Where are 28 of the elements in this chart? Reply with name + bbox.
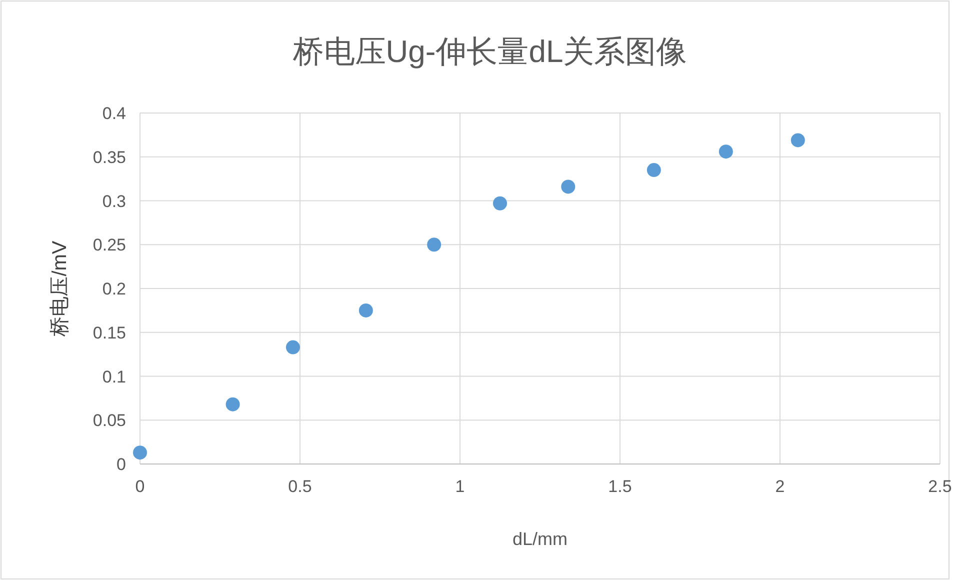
- point: [133, 446, 147, 460]
- point: [493, 196, 507, 210]
- x-tick-label: 2.5: [928, 477, 952, 496]
- y-tick-label: 0.2: [102, 280, 126, 298]
- y-tick-label: 0.05: [92, 411, 126, 430]
- y-tick-label: 0.25: [92, 236, 126, 255]
- y-tick-label: 0.4: [102, 104, 126, 123]
- point: [427, 238, 442, 252]
- x-tick-label: 1: [455, 477, 465, 496]
- point: [286, 340, 300, 354]
- x-tick-label: 0: [135, 477, 145, 496]
- y-tick-label: 0.3: [102, 192, 126, 211]
- point: [646, 163, 661, 178]
- point: [226, 397, 240, 412]
- point: [718, 144, 733, 159]
- point: [790, 133, 805, 148]
- point: [561, 180, 576, 194]
- x-tick-label: 0.5: [288, 477, 312, 496]
- y-tick-label: 0.1: [102, 367, 126, 386]
- point: [358, 303, 373, 318]
- y-tick-label: 0.35: [92, 148, 126, 167]
- x-tick-label: 2: [775, 477, 785, 496]
- y-tick-label: 0: [116, 455, 126, 474]
- x-axis-title: dL/mm: [512, 529, 568, 549]
- chart-title: 桥电压Ug-伸长量dL关系图像: [292, 34, 688, 69]
- y-axis-title: 桥电压/mV: [49, 240, 71, 338]
- y-tick-label: 0.15: [92, 323, 126, 342]
- x-tick-label: 1.5: [608, 477, 632, 496]
